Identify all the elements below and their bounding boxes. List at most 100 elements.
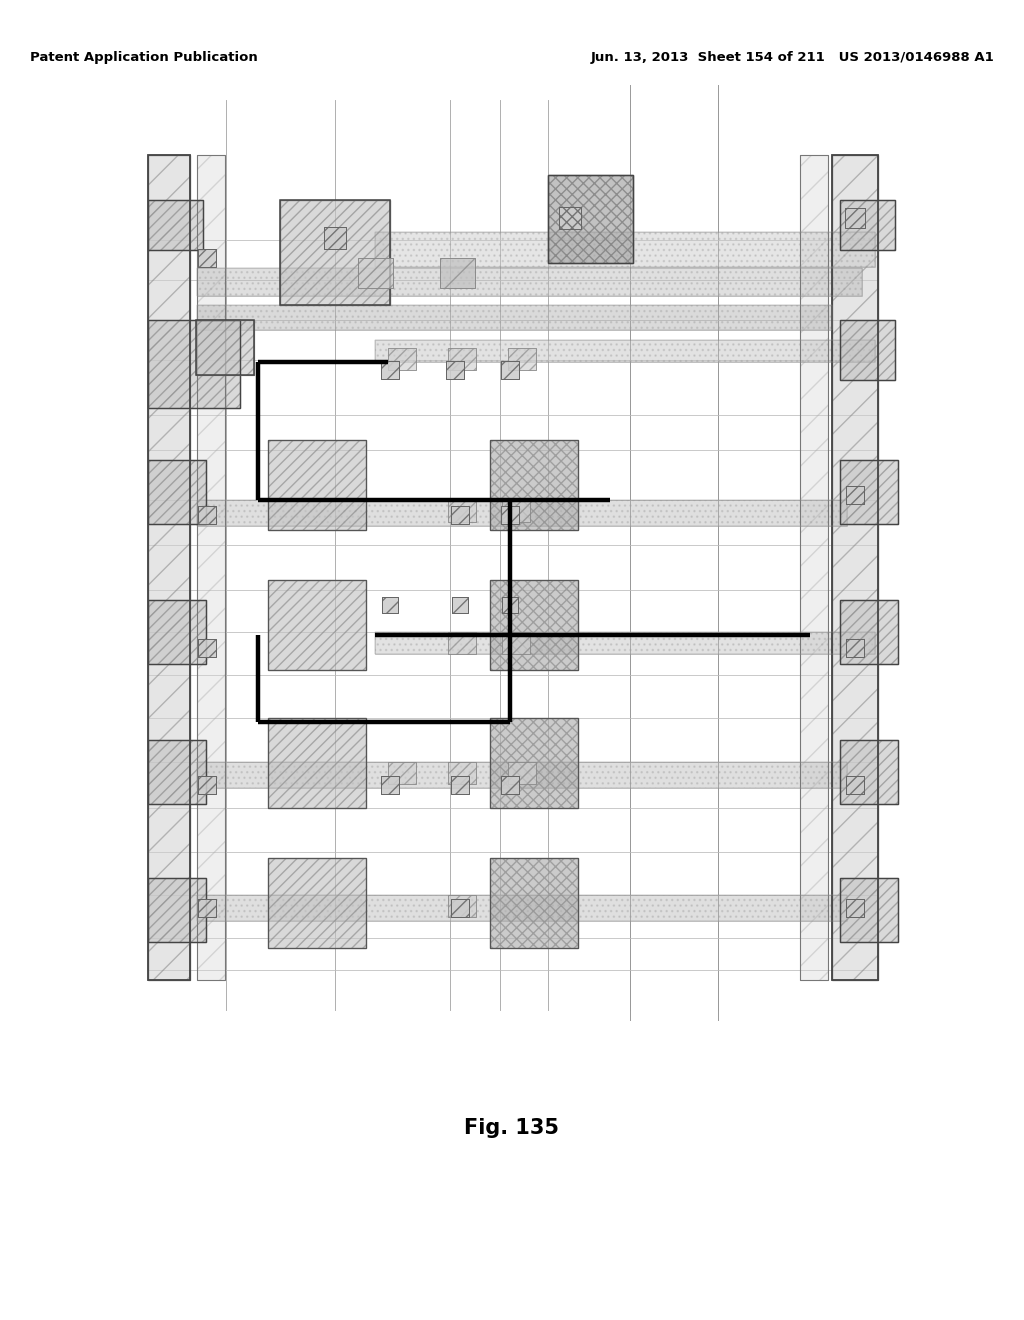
Bar xyxy=(508,762,536,784)
Bar xyxy=(268,579,366,671)
Bar xyxy=(198,899,216,917)
Bar xyxy=(197,500,847,525)
Bar xyxy=(197,268,862,296)
Bar xyxy=(846,639,864,657)
Text: Jun. 13, 2013  Sheet 154 of 211   US 2013/0146988 A1: Jun. 13, 2013 Sheet 154 of 211 US 2013/0… xyxy=(590,51,994,65)
Bar xyxy=(449,895,476,917)
Bar xyxy=(840,878,898,942)
Bar xyxy=(490,579,578,671)
Bar xyxy=(148,154,190,979)
Bar xyxy=(449,632,476,653)
Bar xyxy=(197,895,847,921)
Bar xyxy=(148,741,206,804)
Bar xyxy=(449,762,476,784)
Bar xyxy=(449,348,476,370)
Bar xyxy=(324,227,346,249)
Bar xyxy=(197,895,847,921)
Bar xyxy=(840,878,898,942)
Bar xyxy=(508,762,536,784)
Bar xyxy=(840,601,898,664)
Bar xyxy=(148,878,206,942)
Bar xyxy=(501,506,519,524)
Bar xyxy=(375,232,874,267)
Bar xyxy=(501,360,519,379)
Bar xyxy=(197,305,831,330)
Bar xyxy=(148,601,206,664)
Bar xyxy=(198,249,216,267)
Bar xyxy=(501,360,519,379)
Bar xyxy=(452,597,468,612)
Bar xyxy=(840,459,898,524)
Bar xyxy=(268,718,366,808)
Bar xyxy=(846,486,864,504)
Bar xyxy=(846,776,864,795)
Bar xyxy=(324,227,346,249)
Bar xyxy=(197,762,847,788)
Bar xyxy=(148,741,206,804)
Bar xyxy=(490,440,578,531)
Bar xyxy=(268,718,366,808)
Bar xyxy=(388,762,416,784)
Bar xyxy=(449,500,476,521)
Bar xyxy=(268,858,366,948)
Bar xyxy=(148,601,206,664)
Bar xyxy=(845,209,865,228)
Bar xyxy=(846,639,864,657)
Bar xyxy=(388,348,416,370)
Bar xyxy=(375,632,874,653)
Bar xyxy=(449,348,476,370)
Bar xyxy=(148,601,206,664)
Bar xyxy=(358,257,393,288)
Bar xyxy=(148,201,203,249)
Bar xyxy=(490,718,578,808)
Bar xyxy=(502,500,530,521)
Bar xyxy=(501,506,519,524)
Bar xyxy=(268,440,366,531)
Bar xyxy=(840,601,898,664)
Text: Fig. 135: Fig. 135 xyxy=(465,1118,559,1138)
Bar xyxy=(148,459,206,524)
Bar xyxy=(197,895,847,921)
Bar xyxy=(490,718,578,808)
Bar xyxy=(381,360,399,379)
Bar xyxy=(196,319,254,375)
Bar xyxy=(375,632,874,653)
Bar xyxy=(375,232,874,267)
Bar xyxy=(548,176,633,263)
Bar xyxy=(148,154,190,979)
Bar xyxy=(196,319,254,375)
Bar xyxy=(268,440,366,531)
Bar xyxy=(502,632,530,653)
Bar xyxy=(148,319,240,408)
Bar xyxy=(375,341,874,362)
Bar xyxy=(148,201,203,249)
Bar xyxy=(268,858,366,948)
Bar xyxy=(508,348,536,370)
Bar xyxy=(451,776,469,795)
Bar xyxy=(501,776,519,795)
Bar xyxy=(382,597,398,612)
Bar xyxy=(840,741,898,804)
Bar xyxy=(451,899,469,917)
Bar xyxy=(148,878,206,942)
Bar xyxy=(268,579,366,671)
Bar xyxy=(831,154,878,979)
Bar xyxy=(148,459,206,524)
Bar xyxy=(800,154,828,979)
Bar xyxy=(449,500,476,521)
Bar xyxy=(375,341,874,362)
Bar xyxy=(548,176,633,263)
Bar xyxy=(198,249,216,267)
Bar xyxy=(148,319,240,408)
Bar xyxy=(452,597,468,612)
Bar xyxy=(197,305,831,330)
Bar xyxy=(381,776,399,795)
Bar xyxy=(846,899,864,917)
Bar xyxy=(197,500,847,525)
Bar xyxy=(846,486,864,504)
Bar xyxy=(197,762,847,788)
Bar xyxy=(197,154,225,979)
Bar xyxy=(440,257,475,288)
Bar xyxy=(840,201,895,249)
Bar xyxy=(268,718,366,808)
